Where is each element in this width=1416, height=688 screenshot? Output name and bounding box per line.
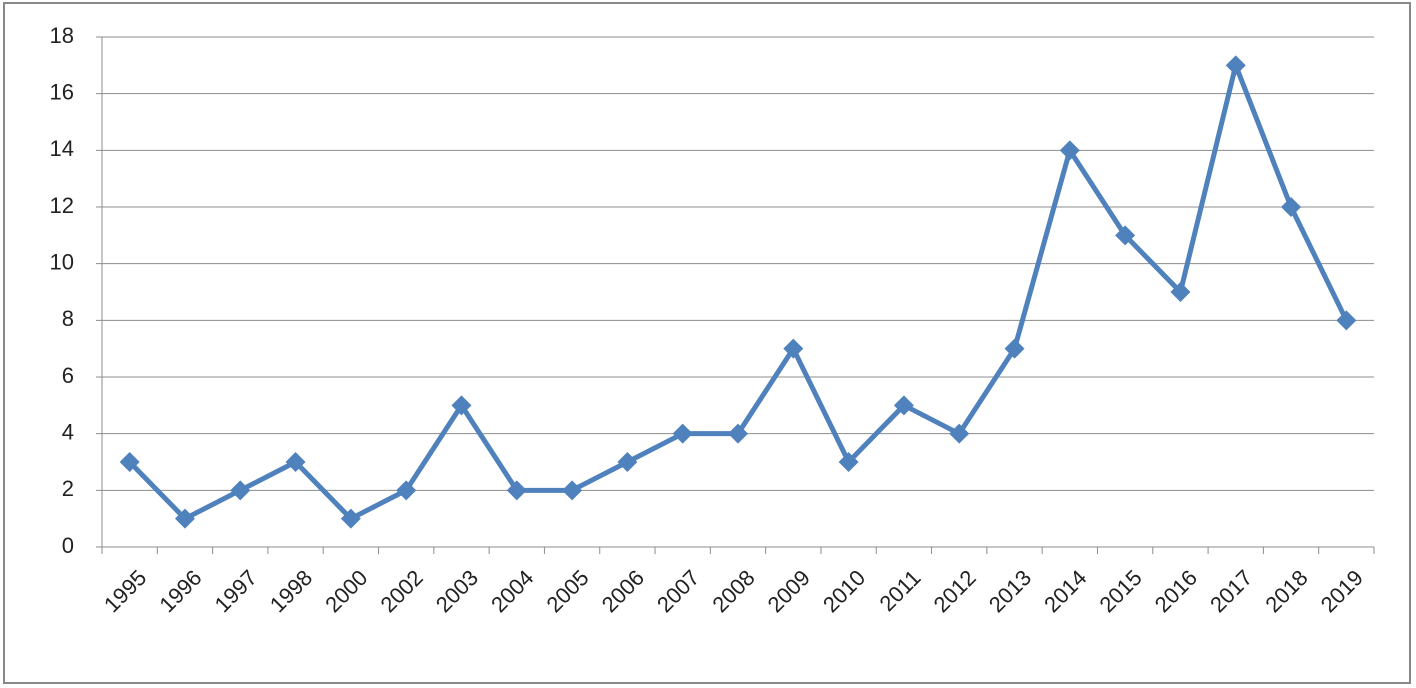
- marker: [1336, 310, 1357, 331]
- y-tick-label: 12: [50, 193, 74, 218]
- y-tick-label: 0: [62, 533, 74, 558]
- marker: [617, 452, 638, 472]
- marker: [728, 423, 748, 444]
- marker: [506, 480, 527, 501]
- y-tick-label: 2: [62, 476, 74, 501]
- marker: [1115, 225, 1136, 246]
- marker: [340, 508, 361, 529]
- marker: [783, 338, 804, 359]
- marker: [396, 480, 417, 501]
- marker: [838, 452, 859, 472]
- y-tick-label: 8: [62, 306, 74, 331]
- marker: [230, 480, 251, 501]
- marker: [1170, 282, 1191, 302]
- marker: [174, 508, 195, 529]
- marker: [119, 452, 140, 472]
- marker: [1059, 140, 1080, 161]
- marker: [1225, 55, 1246, 76]
- marker: [562, 480, 583, 501]
- y-tick-label: 10: [50, 249, 74, 274]
- y-tick-label: 16: [50, 79, 74, 104]
- y-tick-label: 14: [50, 136, 74, 161]
- marker: [285, 452, 306, 472]
- marker: [1004, 338, 1025, 359]
- chart-border: [3, 2, 1411, 684]
- y-tick-label: 6: [62, 363, 74, 388]
- marker: [1281, 197, 1302, 217]
- y-tick-label: 18: [50, 23, 74, 48]
- marker: [672, 423, 693, 444]
- y-tick-label: 4: [62, 419, 74, 444]
- marker: [451, 395, 472, 416]
- marker: [949, 423, 970, 444]
- marker: [893, 395, 914, 416]
